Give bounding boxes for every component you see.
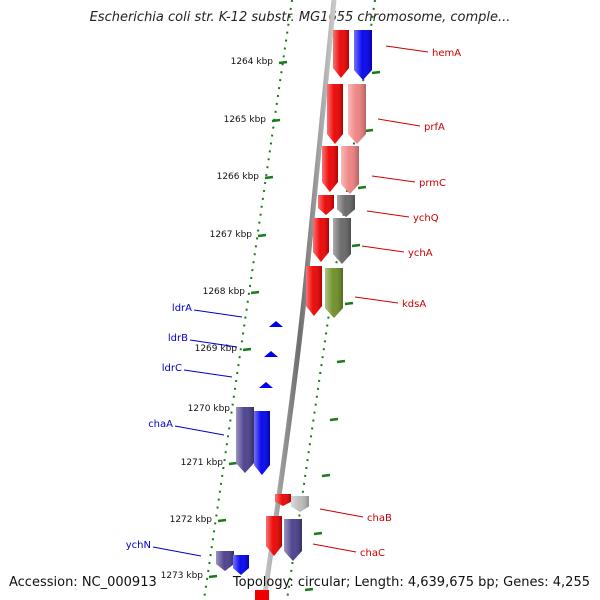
tick-label: 1273 kbp [161, 571, 204, 581]
gene-label-ychq[interactable]: ychQ [413, 213, 439, 224]
tick-mark [228, 461, 238, 466]
gene-label-chac[interactable]: chaC [360, 548, 385, 559]
accession-text: Accession: NC_000913 [9, 575, 157, 590]
gene-chac-arrow[interactable] [266, 516, 282, 556]
gene-kdsa-track[interactable] [325, 268, 343, 318]
gene-kdsa-arrow[interactable] [306, 266, 322, 316]
tick-mark [329, 417, 339, 422]
tick-label: 1268 kbp [203, 287, 246, 297]
gene-label-ldra[interactable]: ldrA [172, 303, 192, 314]
tick-mark [344, 301, 354, 306]
tick-label: 1267 kbp [210, 230, 253, 240]
tick-label: 1269 kbp [195, 344, 238, 354]
gene-chaa-arrow[interactable] [254, 411, 270, 475]
tick-mark [336, 359, 346, 364]
genome-summary-text: Topology: circular; Length: 4,639,675 bp… [232, 575, 590, 590]
map-title: Escherichia coli str. K-12 substr. MG165… [89, 10, 511, 25]
gene-hema-track[interactable] [354, 30, 372, 80]
gene-label-chab[interactable]: chaB [367, 513, 392, 524]
gene-label-ldrb[interactable]: ldrB [168, 333, 188, 344]
gene-prmc-track[interactable] [341, 146, 359, 194]
tick-label: 1266 kbp [217, 172, 260, 182]
tick-label: 1265 kbp [224, 115, 267, 125]
gene-ldra-arrow[interactable] [269, 321, 283, 327]
label-leader [366, 210, 410, 218]
gene-label-hema[interactable]: hemA [432, 48, 461, 59]
label-leader [319, 508, 364, 518]
right-strand-genes: hemA prfA prmC ychQ ychA kdsA chaB chaC [266, 30, 461, 561]
gene-ycha-track[interactable] [333, 218, 351, 264]
gene-chaa-track[interactable] [236, 407, 254, 473]
tick-label: 1270 kbp [188, 404, 231, 414]
gene-prmc-arrow[interactable] [322, 146, 338, 192]
label-leader [193, 309, 243, 318]
tick-mark [313, 531, 323, 536]
label-leader [371, 175, 416, 183]
gene-ldrc-arrow[interactable] [259, 382, 273, 388]
gene-ychq-arrow[interactable] [318, 195, 334, 215]
gene-ychn-arrow[interactable] [233, 555, 249, 575]
label-leader [361, 245, 405, 253]
gene-hema-arrow[interactable] [333, 30, 349, 78]
gene-ycha-arrow[interactable] [313, 218, 329, 262]
gene-prfa-track[interactable] [348, 84, 366, 144]
label-leader [312, 543, 357, 553]
gene-ychn-track[interactable] [216, 551, 234, 571]
left-guide-line [203, 0, 293, 600]
label-leader [152, 546, 202, 557]
left-strand-genes: ldrA ldrB ldrC chaA ychN [126, 303, 283, 575]
tick-mark [271, 118, 281, 123]
tick-mark [217, 518, 227, 523]
tick-mark [242, 347, 252, 352]
gene-label-prmc[interactable]: prmC [419, 178, 446, 189]
tick-mark [264, 175, 274, 180]
tick-label: 1272 kbp [170, 515, 213, 525]
tick-mark [250, 290, 260, 295]
label-leader [354, 296, 399, 304]
gene-label-ldrc[interactable]: ldrC [162, 363, 182, 374]
label-leader [385, 45, 429, 53]
tick-mark [278, 60, 288, 65]
gene-label-kdsa[interactable]: kdsA [402, 299, 426, 310]
gene-chab-track[interactable] [291, 496, 309, 512]
tick-label: 1271 kbp [181, 458, 224, 468]
kbp-ticks: 1264 kbp 1265 kbp 1266 kbp 1267 kbp 1268 kbp… [161, 57, 381, 592]
tick-label: 1264 kbp [231, 57, 274, 67]
tick-mark [321, 473, 331, 478]
tick-mark [208, 574, 218, 579]
tick-mark [364, 128, 374, 133]
tick-mark [357, 185, 367, 190]
gene-label-chaa[interactable]: chaA [148, 419, 173, 430]
tick-mark [351, 243, 361, 248]
gene-prfa-arrow[interactable] [327, 84, 343, 144]
tick-mark [304, 587, 314, 592]
label-leader [189, 339, 238, 348]
gene-ychq-track[interactable] [337, 195, 355, 217]
label-leader [183, 369, 233, 378]
gene-label-prfa[interactable]: prfA [424, 122, 445, 133]
label-leader [174, 425, 225, 436]
gene-ldrb-arrow[interactable] [264, 351, 278, 357]
label-leader [377, 118, 421, 127]
gene-label-ycha[interactable]: ychA [408, 248, 433, 259]
bottom-gene-stub [255, 590, 269, 600]
tick-mark [257, 233, 267, 238]
gene-chab-arrow[interactable] [275, 494, 291, 506]
gene-label-ychn[interactable]: ychN [126, 540, 151, 551]
gene-chac-track[interactable] [284, 519, 302, 561]
tick-mark [371, 70, 381, 75]
